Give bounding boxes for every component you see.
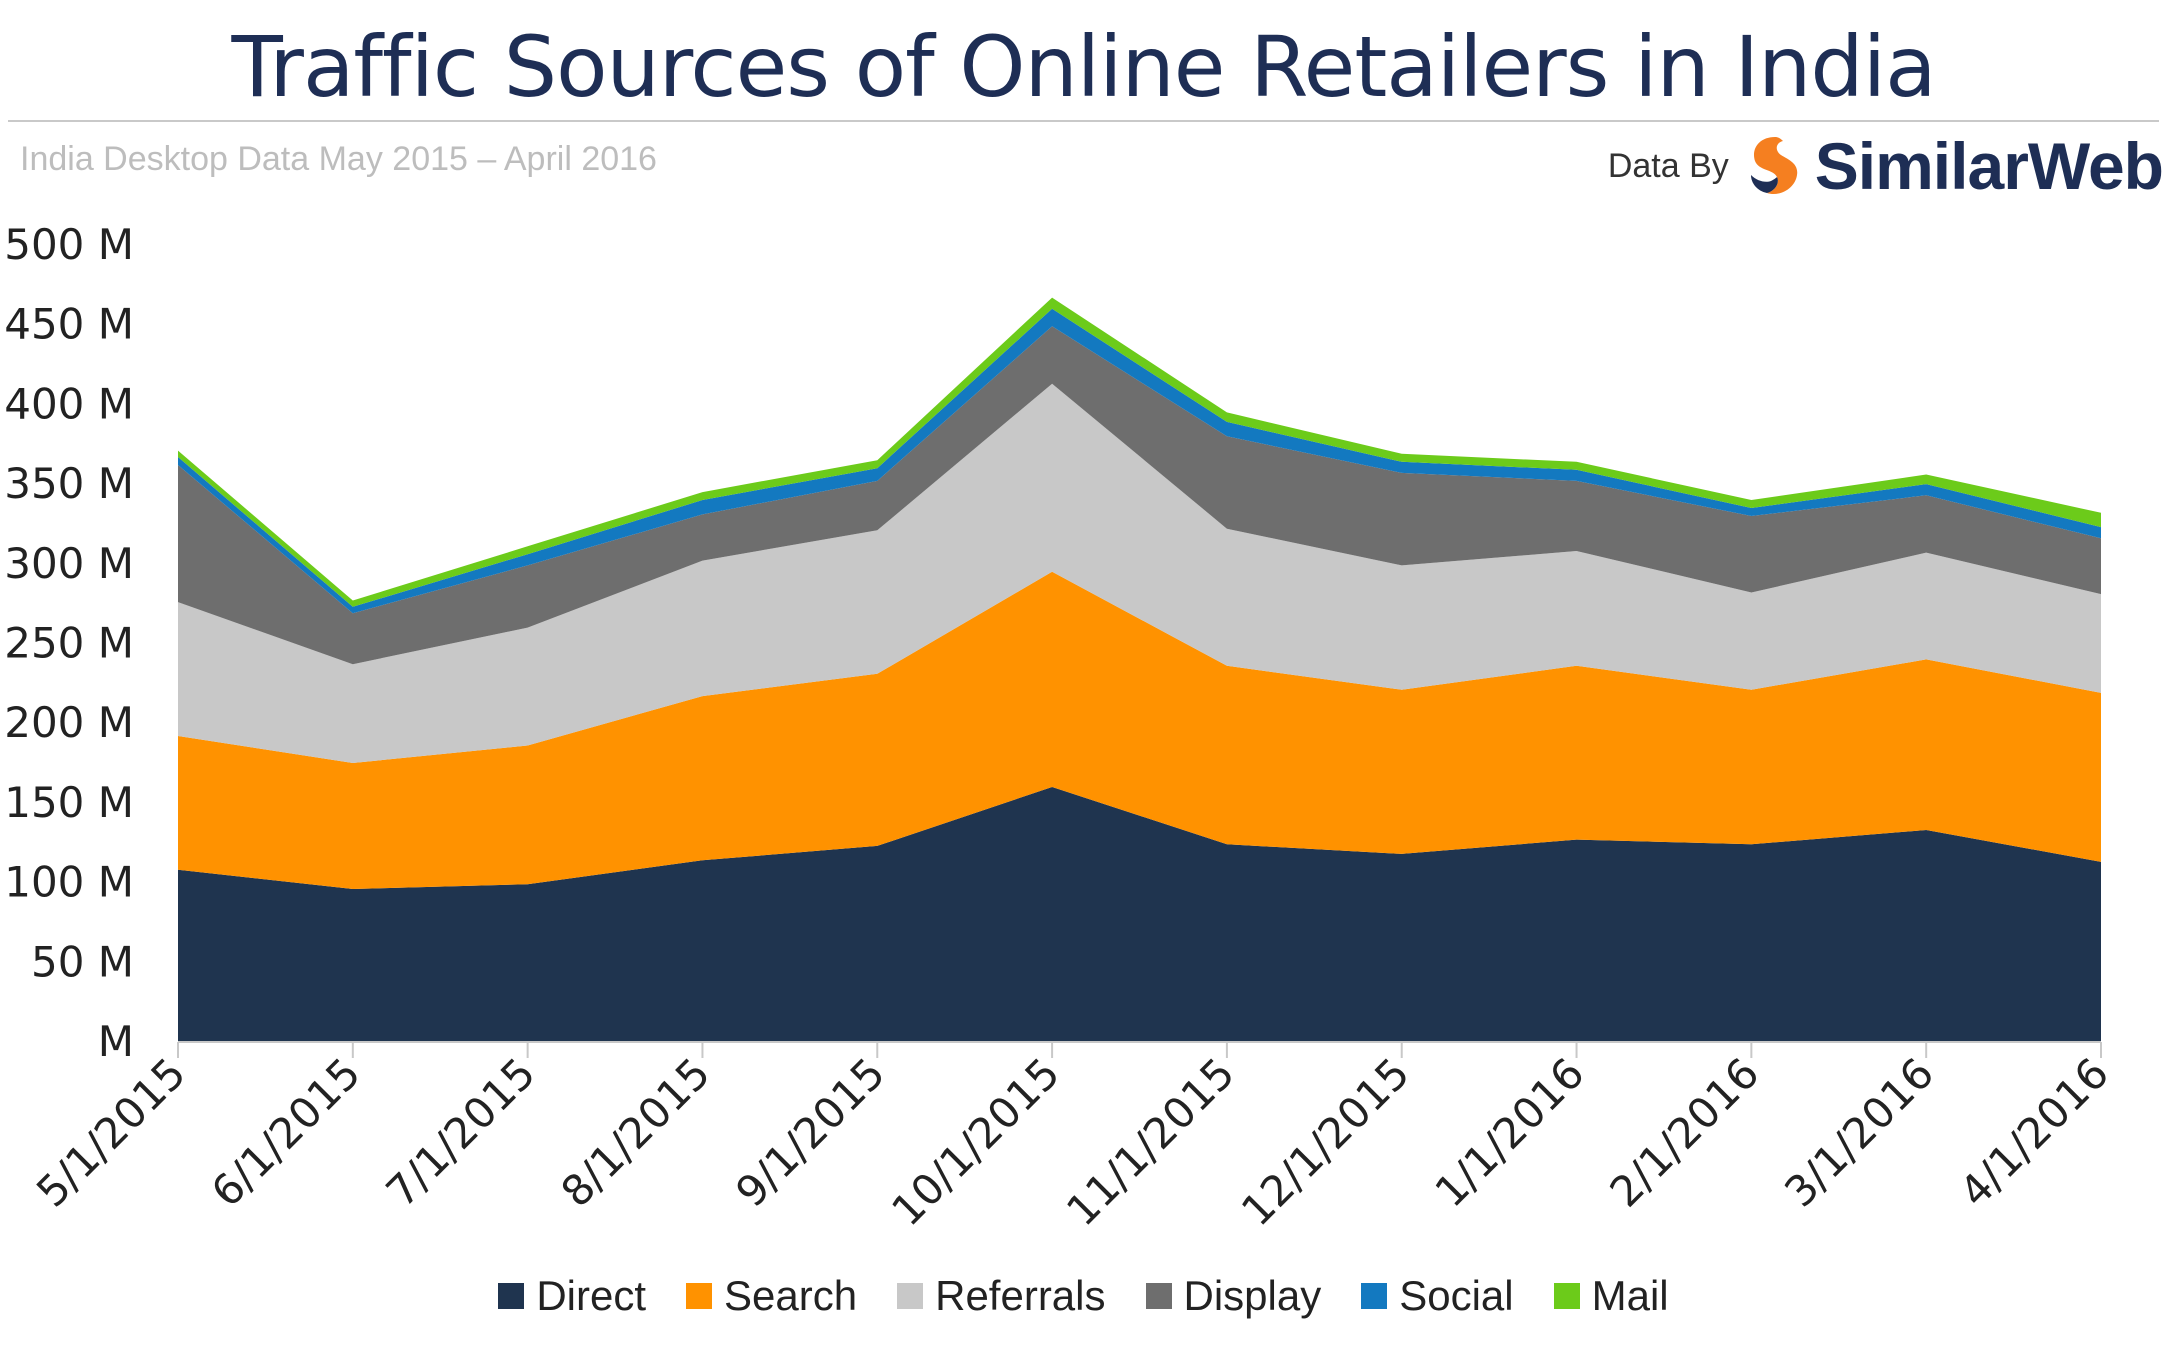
legend-item-display: Display (1145, 1272, 1322, 1320)
y-tick-label: 350 M (4, 459, 134, 508)
legend-label: Display (1183, 1272, 1322, 1319)
x-tick-label: 9/1/2015 (726, 1048, 894, 1216)
legend-label: Mail (1591, 1272, 1669, 1319)
y-tick-label: 100 M (4, 858, 134, 907)
title-divider (8, 120, 2159, 122)
y-tick-label: 300 M (4, 539, 134, 588)
x-tick-label: 10/1/2015 (882, 1048, 1069, 1235)
legend-swatch (686, 1283, 713, 1309)
x-tick-label: 12/1/2015 (1232, 1048, 1419, 1235)
chart-subtitle: India Desktop Data May 2015 – April 2016 (20, 140, 657, 178)
y-tick-label: 50 M (31, 937, 134, 986)
chart-legend: Direct Search Referrals Display Social Mail (0, 1272, 2167, 1320)
legend-item-social: Social (1361, 1272, 1514, 1320)
area-search (178, 571, 2101, 889)
x-tick-label: 5/1/2015 (27, 1048, 195, 1216)
similarweb-logo-text: SimilarWeb (1814, 129, 2164, 203)
chart-title: Traffic Sources of Online Retailers in I… (231, 18, 1936, 116)
legend-item-direct: Direct (498, 1272, 646, 1320)
legend-item-search: Search (686, 1272, 857, 1320)
y-tick-label: 450 M (4, 300, 134, 349)
area-display (178, 326, 2101, 665)
x-tick-label: 3/1/2016 (1775, 1048, 1943, 1216)
data-source-attribution: Data By SimilarWeb (1607, 128, 2164, 204)
area-direct (178, 787, 2101, 1042)
x-tick-label: 11/1/2015 (1057, 1048, 1244, 1235)
legend-swatch (1145, 1283, 1172, 1309)
x-tick-label: 7/1/2015 (377, 1048, 545, 1216)
legend-label: Referrals (935, 1272, 1106, 1319)
y-tick-label: 400 M (4, 379, 134, 428)
legend-swatch (1553, 1283, 1580, 1309)
y-axis: M 50 M 100 M 150 M 200 M 250 M 300 M 350 M 400 M… (4, 220, 134, 1066)
legend-label: Search (724, 1272, 858, 1319)
legend-item-referrals: Referrals (897, 1272, 1106, 1320)
y-tick-label: M (98, 1017, 134, 1066)
area-social (178, 308, 2101, 614)
similarweb-logo-icon (1750, 137, 1797, 195)
legend-label: Social (1399, 1272, 1514, 1319)
y-tick-label: 250 M (4, 619, 134, 668)
legend-swatch (498, 1283, 525, 1309)
area-series-group (178, 297, 2101, 1042)
area-mail (178, 297, 2101, 607)
x-axis: 5/1/2015 6/1/2015 7/1/2015 8/1/2015 9/1/2015… (27, 1041, 2118, 1235)
x-tick-label: 8/1/2015 (551, 1048, 719, 1216)
y-tick-label: 500 M (4, 220, 134, 269)
data-by-label: Data By (1607, 146, 1729, 185)
x-tick-label: 2/1/2016 (1600, 1048, 1768, 1216)
x-tick-label: 6/1/2015 (202, 1048, 370, 1216)
x-tick-label: 4/1/2016 (1950, 1048, 2118, 1216)
x-tick-label: 1/1/2016 (1426, 1048, 1594, 1216)
legend-swatch (1361, 1283, 1388, 1309)
legend-swatch (897, 1283, 924, 1309)
y-tick-label: 150 M (4, 778, 134, 827)
legend-item-mail: Mail (1553, 1272, 1669, 1320)
area-referrals (178, 383, 2101, 763)
y-tick-label: 200 M (4, 698, 134, 747)
legend-label: Direct (536, 1272, 647, 1319)
